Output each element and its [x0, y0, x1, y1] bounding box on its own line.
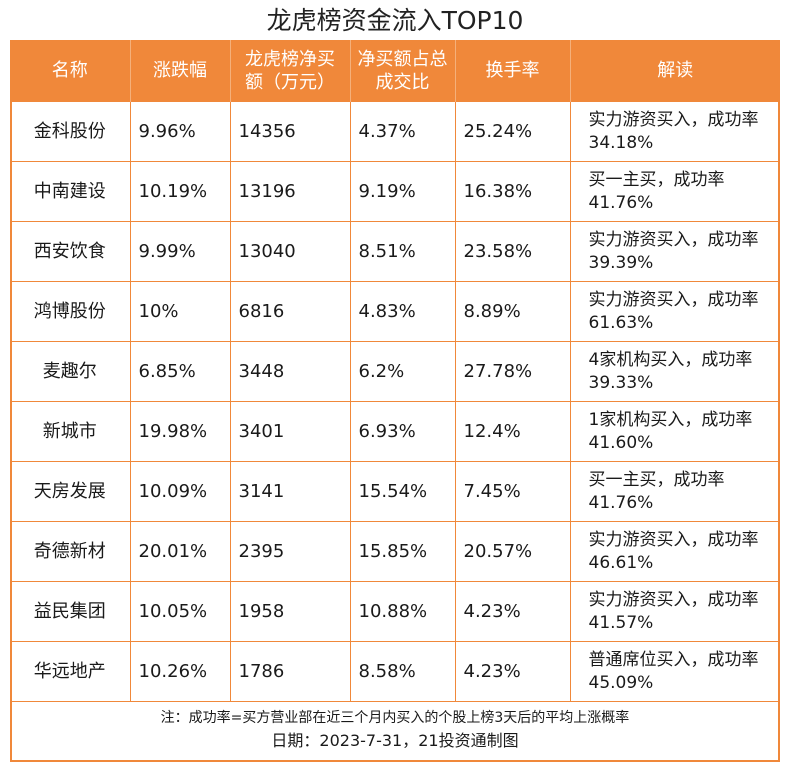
change-cell: 10.19% [129, 161, 230, 222]
note-cell: 实力游资买入，成功率46.61% [569, 521, 780, 582]
change-cell: 10.26% [129, 641, 230, 701]
ratio-cell: 9.19% [349, 161, 455, 222]
page-title: 龙虎榜资金流入TOP10 [266, 6, 524, 35]
net-buy-cell: 3141 [229, 461, 350, 522]
net-buy-cell: 1786 [229, 641, 350, 701]
net-buy-cell: 3401 [229, 401, 350, 462]
table-row: 新城市 19.98% 3401 6.93% 12.4% 1家机构买入，成功率41… [10, 401, 780, 462]
note-cell: 买一主买，成功率41.76% [569, 461, 780, 522]
change-cell: 9.96% [129, 101, 230, 162]
ratio-cell: 15.85% [349, 521, 455, 582]
table-row: 华远地产 10.26% 1786 8.58% 4.23% 普通席位买入，成功率4… [10, 641, 780, 701]
note-cell: 1家机构买入，成功率41.60% [569, 401, 780, 462]
stock-name-cell: 奇德新材 [10, 521, 130, 582]
stock-name-cell: 麦趣尔 [10, 341, 130, 402]
turnover-cell: 4.23% [454, 641, 570, 701]
turnover-cell: 25.24% [454, 101, 570, 162]
change-cell: 9.99% [129, 221, 230, 282]
stock-name-cell: 金科股份 [10, 101, 130, 162]
note-cell: 普通席位买入，成功率45.09% [569, 641, 780, 701]
stock-name-cell: 华远地产 [10, 641, 130, 701]
footnote-text: 注：成功率=买方营业部在近三个月内买入的个股上榜3天后的平均上涨概率 [160, 710, 630, 726]
turnover-cell: 12.4% [454, 401, 570, 462]
turnover-cell: 8.89% [454, 281, 570, 342]
note-cell: 4家机构买入，成功率39.33% [569, 341, 780, 402]
ratio-cell: 4.83% [349, 281, 455, 342]
column-header-note: 解读 [569, 40, 780, 102]
ratio-cell: 6.93% [349, 401, 455, 462]
table-row: 中南建设 10.19% 13196 9.19% 16.38% 买一主买，成功率4… [10, 161, 780, 222]
change-cell: 10.05% [129, 581, 230, 642]
table-row: 益民集团 10.05% 1958 10.88% 4.23% 实力游资买入，成功率… [10, 581, 780, 642]
net-buy-cell: 6816 [229, 281, 350, 342]
stock-name-cell: 西安饮食 [10, 221, 130, 282]
net-buy-cell: 14356 [229, 101, 350, 162]
change-cell: 6.85% [129, 341, 230, 402]
stock-name-cell: 鸿博股份 [10, 281, 130, 342]
column-header-name: 名称 [10, 40, 130, 102]
net-buy-cell: 13040 [229, 221, 350, 282]
column-header-net-buy: 龙虎榜净买额（万元） [229, 40, 350, 102]
note-cell: 实力游资买入，成功率39.39% [569, 221, 780, 282]
turnover-cell: 4.23% [454, 581, 570, 642]
ratio-cell: 4.37% [349, 101, 455, 162]
net-buy-cell: 1958 [229, 581, 350, 642]
column-header-change: 涨跌幅 [129, 40, 230, 102]
table-row: 鸿博股份 10% 6816 4.83% 8.89% 实力游资买入，成功率61.6… [10, 281, 780, 342]
turnover-cell: 20.57% [454, 521, 570, 582]
stock-name-cell: 天房发展 [10, 461, 130, 522]
table-row: 金科股份 9.96% 14356 4.37% 25.24% 实力游资买入，成功率… [10, 101, 780, 162]
change-cell: 20.01% [129, 521, 230, 582]
net-buy-cell: 3448 [229, 341, 350, 402]
note-cell: 实力游资买入，成功率61.63% [569, 281, 780, 342]
net-buy-cell: 2395 [229, 521, 350, 582]
ratio-cell: 15.54% [349, 461, 455, 522]
stock-name-cell: 新城市 [10, 401, 130, 462]
turnover-cell: 7.45% [454, 461, 570, 522]
ratio-cell: 10.88% [349, 581, 455, 642]
turnover-cell: 27.78% [454, 341, 570, 402]
turnover-cell: 16.38% [454, 161, 570, 222]
change-cell: 10% [129, 281, 230, 342]
data-table: 名称 涨跌幅 龙虎榜净买额（万元） 净买额占总成交比 换手率 解读 金科股份 9… [10, 40, 780, 701]
table-row: 西安饮食 9.99% 13040 8.51% 23.58% 实力游资买入，成功率… [10, 221, 780, 282]
date-credit-text: 日期：2023-7-31，21投资通制图 [271, 731, 519, 750]
net-buy-cell: 13196 [229, 161, 350, 222]
change-cell: 19.98% [129, 401, 230, 462]
table-row: 天房发展 10.09% 3141 15.54% 7.45% 买一主买，成功率41… [10, 461, 780, 522]
turnover-cell: 23.58% [454, 221, 570, 282]
table-row: 麦趣尔 6.85% 3448 6.2% 27.78% 4家机构买入，成功率39.… [10, 341, 780, 402]
note-cell: 实力游资买入，成功率41.57% [569, 581, 780, 642]
stock-name-cell: 中南建设 [10, 161, 130, 222]
table-header-row: 名称 涨跌幅 龙虎榜净买额（万元） 净买额占总成交比 换手率 解读 [10, 40, 780, 102]
ratio-cell: 8.58% [349, 641, 455, 701]
table-row: 奇德新材 20.01% 2395 15.85% 20.57% 实力游资买入，成功… [10, 521, 780, 582]
note-cell: 买一主买，成功率41.76% [569, 161, 780, 222]
column-header-turnover: 换手率 [454, 40, 570, 102]
column-header-ratio: 净买额占总成交比 [349, 40, 455, 102]
ratio-cell: 6.2% [349, 341, 455, 402]
table-footer: 注：成功率=买方营业部在近三个月内买入的个股上榜3天后的平均上涨概率 日期：20… [12, 701, 778, 752]
change-cell: 10.09% [129, 461, 230, 522]
note-cell: 实力游资买入，成功率34.18% [569, 101, 780, 162]
ratio-cell: 8.51% [349, 221, 455, 282]
stock-name-cell: 益民集团 [10, 581, 130, 642]
